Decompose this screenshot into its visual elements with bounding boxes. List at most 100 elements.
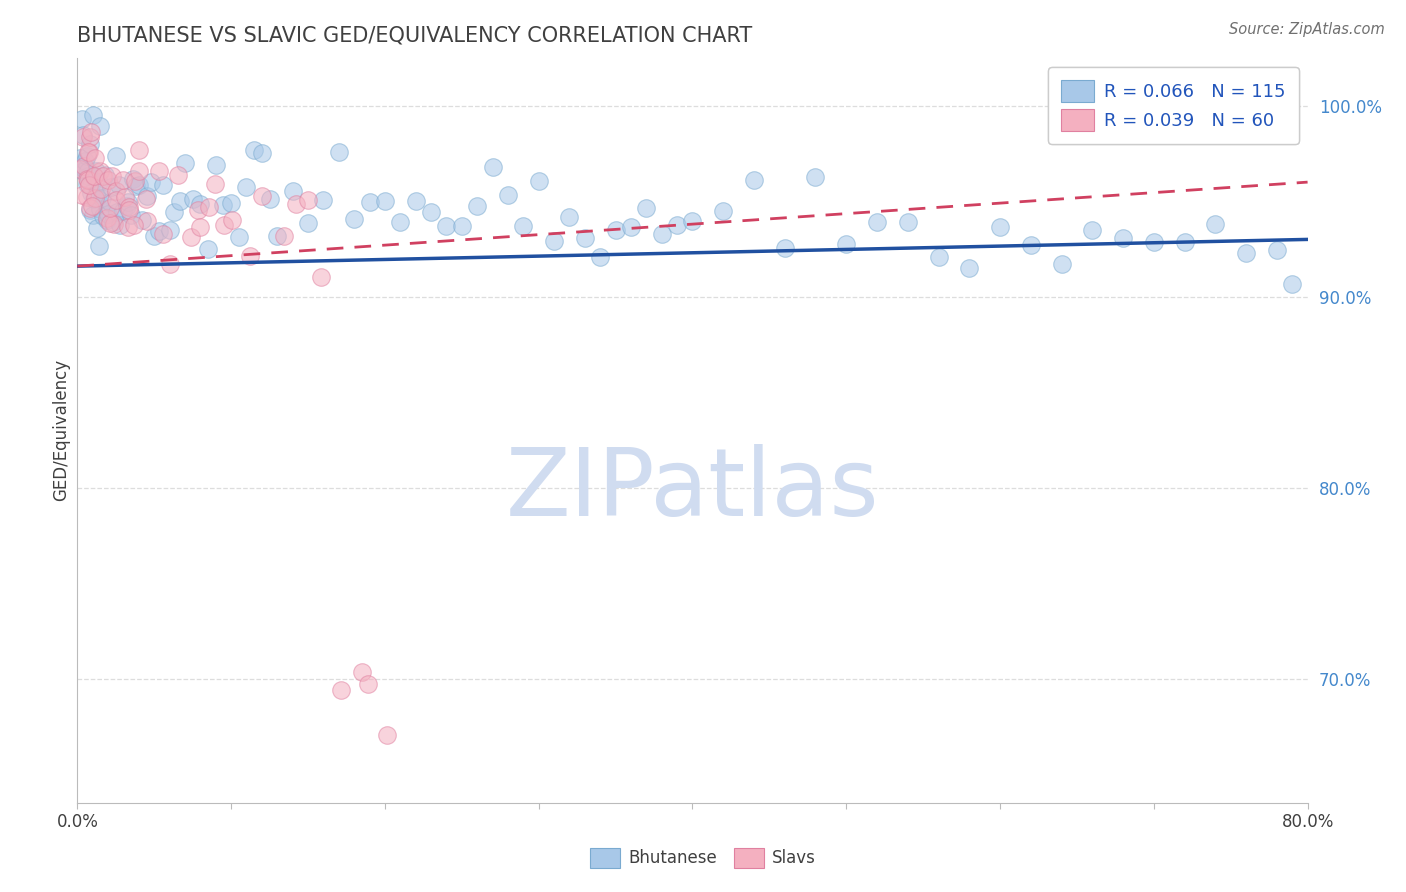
Point	[742, 173, 765, 187]
Point	[773, 240, 796, 254]
Point	[273, 228, 295, 243]
Point	[1081, 223, 1104, 237]
Point	[180, 229, 202, 244]
Point	[89, 164, 111, 178]
Point	[73, 163, 96, 178]
Legend: R = 0.066   N = 115, R = 0.039   N = 60: R = 0.066 N = 115, R = 0.039 N = 60	[1049, 67, 1299, 144]
Point	[104, 149, 127, 163]
Point	[159, 223, 181, 237]
Point	[636, 201, 658, 215]
Point	[188, 197, 212, 211]
Point	[98, 194, 121, 209]
Point	[80, 178, 103, 193]
Point	[115, 199, 138, 213]
Point	[169, 194, 191, 208]
Point	[143, 229, 166, 244]
Point	[574, 231, 596, 245]
Point	[83, 169, 105, 183]
Point	[1234, 245, 1257, 260]
Point	[89, 120, 111, 134]
Point	[221, 213, 243, 227]
Point	[76, 149, 98, 163]
Point	[97, 173, 120, 187]
Legend: Bhutanese, Slavs: Bhutanese, Slavs	[583, 841, 823, 875]
Point	[866, 215, 889, 229]
Point	[711, 204, 734, 219]
Point	[82, 107, 104, 121]
Point	[90, 191, 114, 205]
Y-axis label: GED/Equivalency: GED/Equivalency	[52, 359, 70, 501]
Point	[167, 168, 190, 182]
Point	[70, 112, 93, 127]
Point	[94, 169, 117, 183]
Point	[543, 234, 565, 248]
Point	[374, 194, 396, 208]
Point	[69, 151, 91, 165]
Point	[79, 136, 101, 151]
Point	[86, 191, 108, 205]
Point	[105, 205, 128, 219]
Point	[135, 188, 157, 202]
Point	[1281, 277, 1303, 291]
Point	[131, 213, 153, 227]
Point	[148, 164, 170, 178]
Point	[121, 172, 143, 186]
Point	[84, 151, 107, 165]
Point	[259, 193, 281, 207]
Point	[357, 677, 380, 691]
Point	[72, 164, 94, 178]
Point	[1265, 243, 1288, 257]
Point	[620, 220, 643, 235]
Point	[135, 192, 157, 206]
Point	[136, 214, 159, 228]
Point	[605, 223, 627, 237]
Point	[117, 194, 139, 209]
Point	[128, 164, 150, 178]
Point	[114, 190, 136, 204]
Point	[198, 200, 221, 214]
Point	[496, 187, 519, 202]
Point	[219, 195, 242, 210]
Point	[389, 215, 412, 229]
Point	[465, 199, 488, 213]
Point	[512, 219, 534, 234]
Point	[122, 218, 145, 232]
Point	[281, 185, 304, 199]
Point	[589, 250, 612, 264]
Point	[125, 179, 148, 194]
Point	[311, 270, 333, 285]
Point	[1019, 238, 1042, 252]
Point	[1112, 231, 1135, 245]
Point	[87, 175, 110, 189]
Point	[204, 177, 226, 191]
Point	[96, 212, 118, 227]
Point	[212, 218, 235, 232]
Point	[111, 173, 134, 187]
Point	[89, 202, 111, 217]
Point	[76, 177, 98, 191]
Point	[80, 186, 103, 200]
Point	[101, 215, 124, 229]
Point	[804, 169, 827, 184]
Point	[436, 219, 458, 233]
Point	[957, 260, 980, 275]
Point	[83, 169, 105, 184]
Point	[105, 184, 128, 198]
Point	[86, 221, 108, 235]
Point	[420, 205, 443, 219]
Point	[77, 178, 100, 192]
Point	[481, 161, 503, 175]
Point	[73, 153, 96, 168]
Point	[128, 178, 150, 192]
Point	[76, 172, 98, 186]
Point	[84, 163, 107, 178]
Point	[84, 187, 107, 202]
Point	[1143, 235, 1166, 250]
Point	[266, 229, 288, 244]
Point	[297, 194, 319, 208]
Point	[988, 220, 1011, 235]
Point	[235, 180, 257, 194]
Point	[80, 125, 103, 139]
Point	[204, 158, 226, 172]
Point	[76, 173, 98, 187]
